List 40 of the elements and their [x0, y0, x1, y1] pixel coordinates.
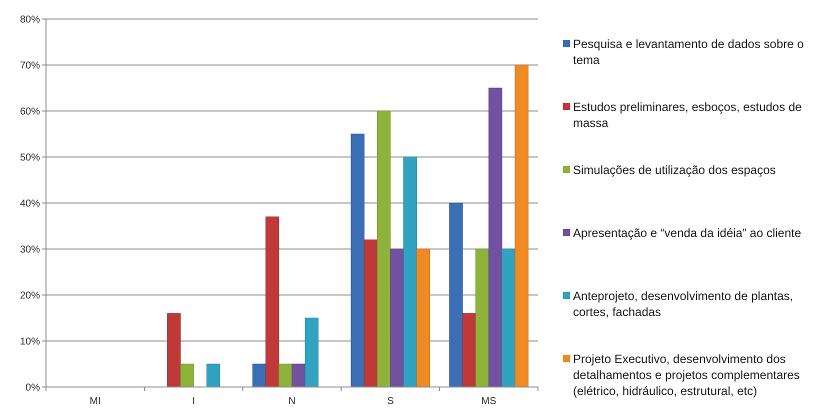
bar	[514, 64, 528, 388]
legend-label: Estudos preliminares, esboços, estudos de massa	[573, 100, 802, 130]
bar	[167, 313, 181, 388]
bar	[350, 134, 364, 388]
bar	[377, 110, 391, 388]
legend-label: Anteprojeto, desenvolvimento de plantas, cortes, fachadas	[573, 289, 794, 319]
bar	[364, 240, 378, 388]
bar	[416, 248, 430, 388]
y-tick-label: 40%	[20, 198, 40, 210]
bar	[278, 364, 292, 388]
bar	[449, 202, 463, 388]
bar	[304, 318, 318, 388]
y-tick-label: 30%	[20, 244, 40, 256]
legend-label: Simulações de utilização dos espaços	[573, 163, 776, 177]
bar	[266, 216, 280, 388]
y-tick-label: 70%	[20, 60, 40, 72]
legend-label: Pesquisa e levantamento de dados sobre o tema	[573, 37, 804, 67]
bar	[292, 364, 306, 388]
bar	[206, 364, 220, 388]
y-tick-label: 80%	[20, 14, 40, 26]
bar	[488, 88, 502, 388]
y-tick-label: 20%	[20, 290, 40, 302]
bar	[462, 313, 476, 388]
y-tick-label: 50%	[20, 152, 40, 164]
legend-label: Apresentação e “venda da idéia” ao cliente	[573, 226, 802, 240]
bar	[180, 364, 194, 388]
bar	[390, 248, 404, 388]
bar	[475, 248, 490, 388]
bar	[252, 364, 266, 388]
x-tick-label: MI	[90, 396, 101, 407]
x-tick-label: N	[288, 396, 296, 407]
bar	[502, 248, 516, 388]
x-tick-label: I	[192, 396, 195, 407]
x-tick-label: MS	[481, 396, 497, 407]
y-tick-label: 10%	[20, 336, 40, 348]
y-tick-label: 60%	[20, 106, 40, 118]
bar	[403, 156, 417, 388]
y-tick-label: 0%	[26, 382, 40, 394]
x-tick-label: S	[387, 396, 394, 407]
legend-label: Projeto Executivo, desenvolvimento dos detalhamentos e projetos complementares (elétrico, hidráulico, estrutural, etc)	[573, 352, 800, 398]
